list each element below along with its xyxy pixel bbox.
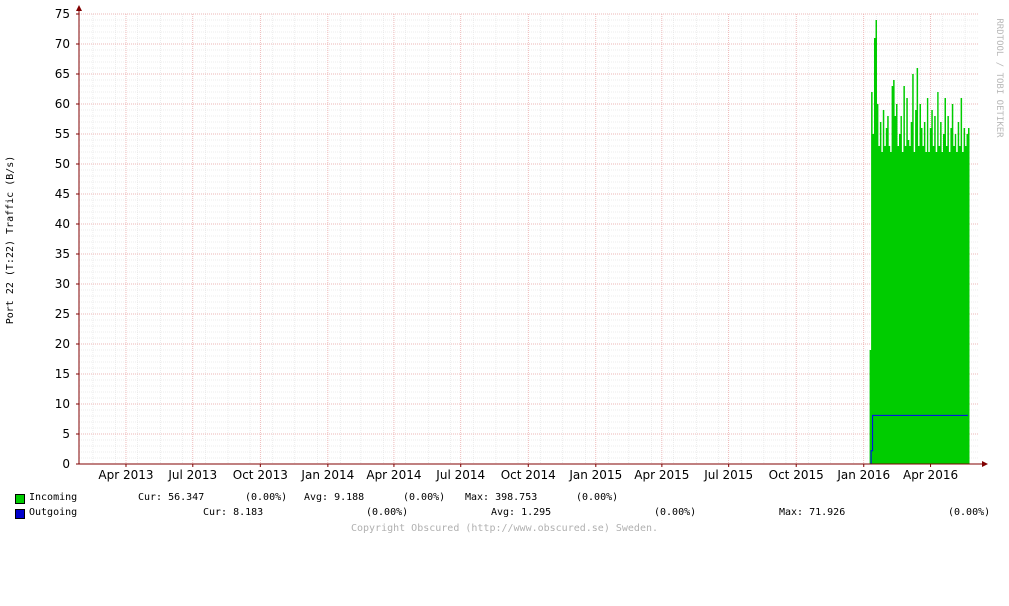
- legend-avg: Avg: 9.188: [304, 492, 365, 503]
- x-tick-label: Jan 2016: [836, 468, 890, 482]
- incoming-swatch: [15, 494, 25, 504]
- x-tick-label: Apr 2016: [903, 468, 958, 482]
- x-tick-label: Jul 2014: [435, 468, 485, 482]
- x-tick-label: Oct 2013: [233, 468, 288, 482]
- legend-avg: Avg: 1.295: [491, 507, 552, 518]
- y-tick-label: 40: [55, 217, 70, 231]
- series-layer: [869, 20, 970, 465]
- legend-max: Max: 71.926: [779, 507, 846, 518]
- traffic-chart: 0 5 10 15 20 25 30 35 40 45 50 55 60 65 70 75 Apr 2013 Ju…: [5, 5, 1004, 482]
- x-tick-label: Oct 2014: [501, 468, 556, 482]
- legend-max-pct: (0.00%): [576, 492, 619, 503]
- x-tick-label: Oct 2015: [769, 468, 824, 482]
- incoming-area: [869, 20, 970, 464]
- x-tick-label: Jan 2014: [300, 468, 354, 482]
- legend-cur-pct: (0.00%): [366, 507, 409, 518]
- tick-labels: 0 5 10 15 20 25 30 35 40 45 50 55 60 65 70 75 Apr 2013 Ju…: [55, 7, 958, 482]
- y-tick-label: 70: [55, 37, 70, 51]
- y-tick-label: 35: [55, 247, 70, 261]
- y-tick-label: 45: [55, 187, 70, 201]
- y-axis-arrow: [76, 5, 82, 11]
- outgoing-swatch: [15, 509, 25, 519]
- y-tick-label: 20: [55, 337, 70, 351]
- y-tick-label: 65: [55, 67, 70, 81]
- x-tick-label: Apr 2013: [98, 468, 153, 482]
- copyright-footer: Copyright Obscured (http://www.obscured.…: [350, 523, 659, 534]
- y-tick-label: 55: [55, 127, 70, 141]
- grid-lines: [79, 13, 979, 464]
- legend-avg-pct: (0.00%): [654, 507, 697, 518]
- y-tick-label: 60: [55, 97, 70, 111]
- y-tick-label: 15: [55, 367, 70, 381]
- x-tick-label: Jul 2015: [703, 468, 753, 482]
- legend-label: Outgoing: [29, 507, 78, 518]
- x-tick-label: Jan 2015: [568, 468, 622, 482]
- y-axis-label: Port 22 (T:22) Traffic (B/s): [5, 156, 16, 325]
- legend-label: Incoming: [29, 492, 78, 503]
- y-tick-label: 50: [55, 157, 70, 171]
- y-tick-label: 25: [55, 307, 70, 321]
- x-tick-label: Jul 2013: [167, 468, 217, 482]
- y-tick-label: 30: [55, 277, 70, 291]
- rrdtool-watermark: RRDTOOL / TOBI OETIKER: [994, 18, 1004, 138]
- x-tick-label: Apr 2014: [366, 468, 421, 482]
- legend-row-outgoing: Outgoing Cur: 8.183 (0.00%) Avg: 1.295 (…: [0, 507, 1009, 521]
- x-tick-label: Apr 2015: [634, 468, 689, 482]
- x-axis-arrow: [982, 461, 988, 467]
- legend-avg-pct: (0.00%): [403, 492, 446, 503]
- y-tick-label: 10: [55, 397, 70, 411]
- legend-cur: Cur: 8.183: [203, 507, 264, 518]
- legend-max: Max: 398.753: [465, 492, 538, 503]
- y-tick-label: 5: [62, 427, 70, 441]
- y-tick-label: 0: [62, 457, 70, 471]
- legend-cur-pct: (0.00%): [245, 492, 288, 503]
- legend-cur: Cur: 56.347: [138, 492, 205, 503]
- axes: [76, 5, 988, 467]
- legend-max-pct: (0.00%): [948, 507, 991, 518]
- y-tick-label: 75: [55, 7, 70, 21]
- legend-row-incoming: Incoming Cur: 56.347 (0.00%) Avg: 9.188 …: [0, 492, 1009, 506]
